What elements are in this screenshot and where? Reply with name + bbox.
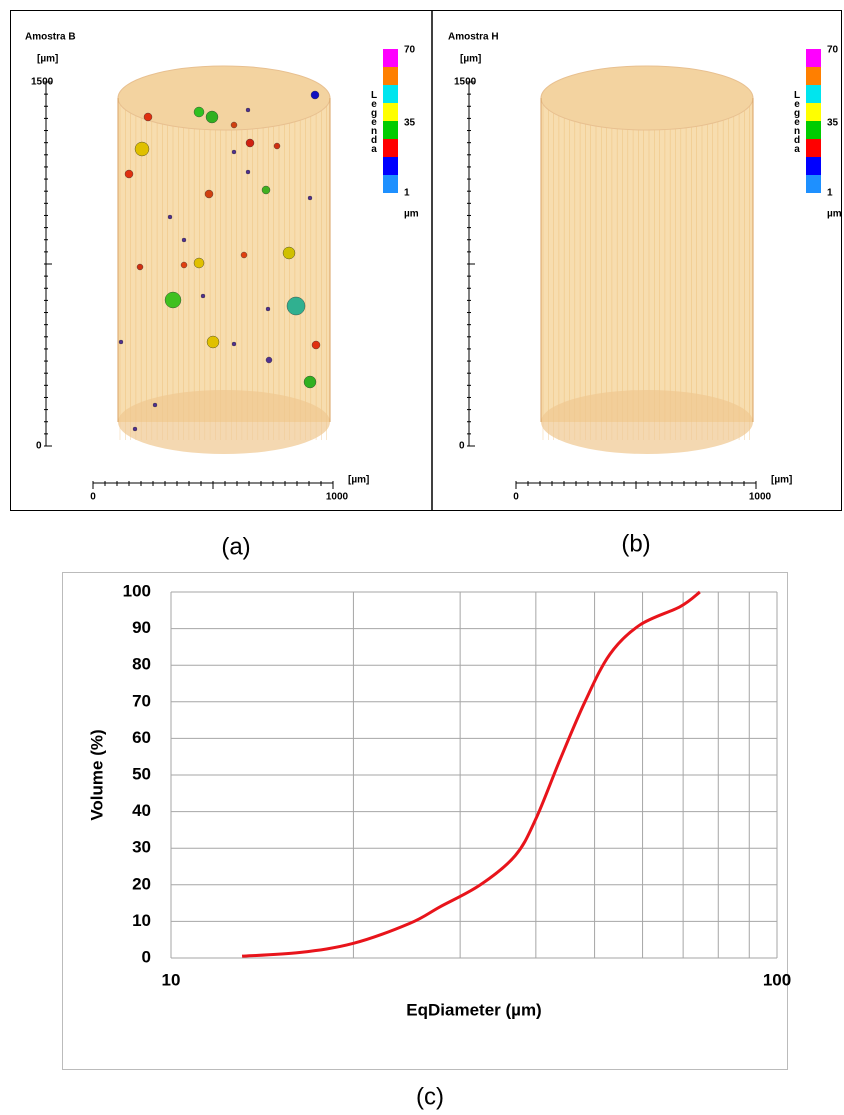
y-tick-label: 50 [132,764,151,783]
particle [246,108,250,112]
legend-swatch [806,67,821,85]
axis-unit: [µm] [460,54,481,65]
legend-swatch [806,121,821,139]
particle [231,122,237,128]
caption: (c) [416,1083,444,1110]
particle [153,403,157,407]
particle [137,264,143,270]
x-tick-label: 100 [763,970,791,989]
cylinder-body [118,98,330,422]
particle [262,186,270,194]
figure: (a) (b) (c) Amostra B[µm]1500001000[µm]L… [0,0,844,1115]
y-tick-label: 40 [132,801,151,820]
particle [125,170,133,178]
particle [144,113,152,121]
particle [311,91,319,99]
particle [246,170,250,174]
particle [283,247,295,259]
axis-unit: [µm] [37,54,58,65]
x-tick-label: 1000 [749,492,772,503]
legend-swatch [383,49,398,67]
legend-label: 70 [827,45,839,56]
panel-title: Amostra B [25,32,76,43]
particle [312,341,320,349]
legend-label: 35 [827,118,839,129]
panel-title: Amostra H [448,32,499,43]
x-tick-label: 0 [90,492,96,503]
axis-unit: [µm] [348,475,369,486]
particle [308,196,312,200]
y-tick-label: 60 [132,728,151,747]
legend-swatch [383,67,398,85]
particle [207,336,219,348]
particle [181,262,187,268]
particle [287,297,305,315]
particle [133,427,137,431]
legend-swatch [383,157,398,175]
legend-swatch [383,139,398,157]
x-tick-label: 0 [513,492,519,503]
y-axis-title: Volume (%) [87,729,106,820]
legend-swatch [383,85,398,103]
particle [205,190,213,198]
particle [119,340,123,344]
cylinder-body [541,98,753,422]
y-tick-label: 30 [132,838,151,857]
particle [182,238,186,242]
legend-label: 1 [404,188,410,199]
cylinder-bottom [118,390,330,454]
particle [165,292,181,308]
legend-label: 35 [404,118,416,129]
y-tick-label: 10 [132,911,151,930]
legend-label: 1 [827,188,833,199]
particle [168,215,172,219]
y-tick-label: 0 [36,441,42,452]
y-tick-label: 20 [132,874,151,893]
x-tick-label: 1000 [326,492,349,503]
y-tick-label: 0 [459,441,465,452]
y-tick-label: 70 [132,691,151,710]
legend-swatch [806,175,821,193]
x-tick-label: 10 [162,970,181,989]
y-tick-label: 0 [142,947,151,966]
particle [304,376,316,388]
particle [194,258,204,268]
y-tick-label: 90 [132,618,151,637]
y-tick-label: 100 [123,581,151,600]
particle [201,294,205,298]
particle [266,357,272,363]
legend-swatch [806,85,821,103]
legend-swatch [383,121,398,139]
legend-swatch [806,139,821,157]
legend-swatch [383,103,398,121]
legend-label: µm [404,209,419,220]
caption: (a) [221,533,250,560]
y-tick-label: 80 [132,655,151,674]
particle [266,307,270,311]
legend-swatch [806,49,821,67]
particle [194,107,204,117]
legend-label: 70 [404,45,416,56]
particle [274,143,280,149]
legend-swatch [806,157,821,175]
particle [232,342,236,346]
particle [241,252,247,258]
particle [135,142,149,156]
cylinder-top [541,66,753,130]
particle [232,150,236,154]
cylinder-bottom [541,390,753,454]
axis-unit: [µm] [771,475,792,486]
x-axis-title: EqDiameter (µm) [406,1000,541,1019]
legend-label: µm [827,209,842,220]
legend-swatch [383,175,398,193]
caption: (b) [621,530,650,557]
particle [206,111,218,123]
legend-swatch [806,103,821,121]
particle [246,139,254,147]
